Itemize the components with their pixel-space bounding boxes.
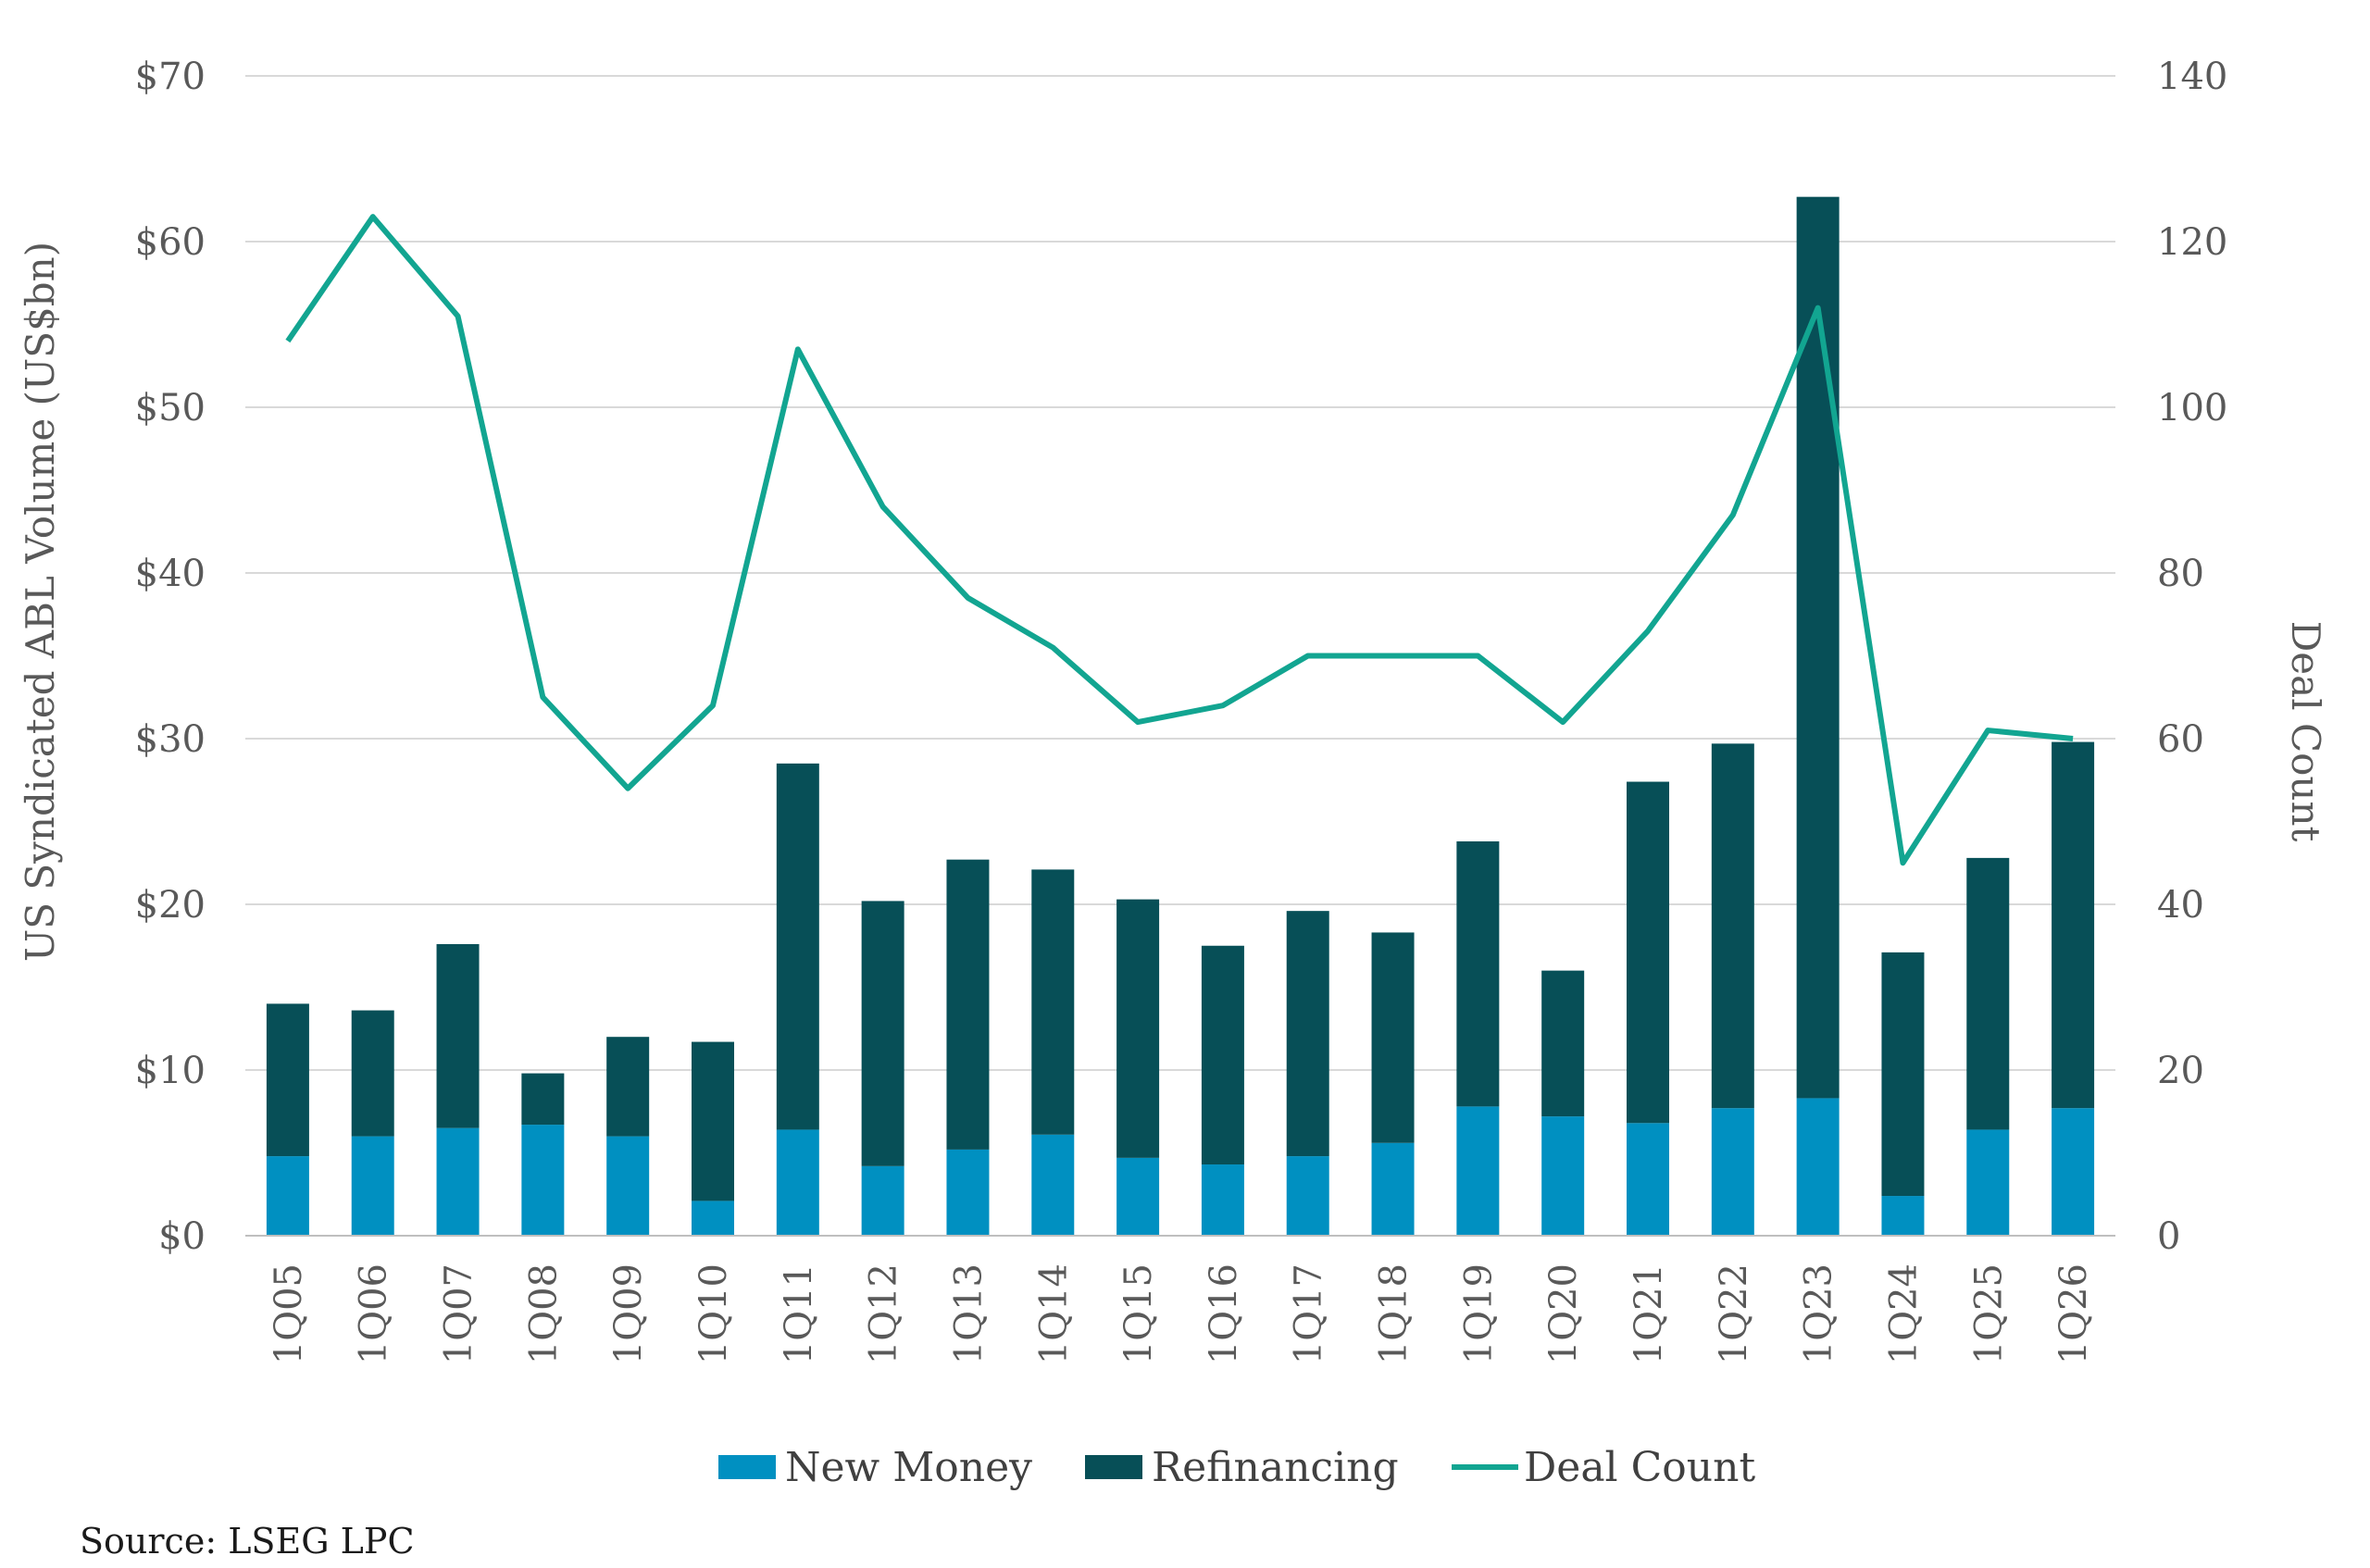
axes: $0 $10 $20 $30 $40 $50 $60 $70 0 20 40 60 80 100 120 14… [135,56,2228,1364]
x-tick-label: 1Q22 [1713,1263,1755,1364]
bar-new-money [1456,1106,1500,1236]
y-tick-label: $70 [135,56,206,98]
bar-new-money [1881,1196,1925,1236]
bar-new-money [2052,1108,2095,1236]
x-tick-label: 1Q18 [1373,1263,1416,1364]
y-tick-label: $20 [135,884,206,927]
bar-new-money [1116,1157,1160,1236]
bar-refinancing [1796,196,1840,1099]
x-tick-label: 1Q21 [1628,1263,1670,1364]
deal-count-line [285,214,2074,866]
bar-new-money [861,1165,904,1236]
bar-refinancing [606,1037,650,1137]
x-tick-label: 1Q24 [1882,1263,1925,1364]
y-tick-label: $10 [135,1050,206,1092]
y2-tick-label: 60 [2157,718,2204,761]
bar-new-money [351,1136,394,1236]
x-tick-label: 1Q23 [1798,1263,1840,1364]
x-tick-label: 1Q26 [2052,1263,2095,1364]
bar-new-money [436,1127,480,1236]
bar-new-money [1201,1164,1244,1236]
bar-refinancing [776,763,819,1130]
gridlines [245,75,2115,1237]
bar-refinancing [1456,840,1500,1107]
bar-refinancing [351,1010,394,1137]
bar-new-money [1371,1142,1415,1236]
bar-refinancing [1031,869,1075,1135]
y2-tick-label: 20 [2157,1050,2204,1092]
y-tick-label: $30 [135,718,206,761]
bar-refinancing [266,1003,309,1157]
legend-swatch-new-money [718,1455,776,1479]
y-tick-label: $60 [135,221,206,264]
x-tick-label: 1Q09 [607,1263,650,1364]
bar-new-money [946,1149,990,1236]
x-tick-label: 1Q19 [1457,1263,1500,1364]
x-tick-label: 1Q14 [1032,1263,1075,1364]
y2-tick-label: 80 [2157,553,2204,595]
bar-refinancing [436,943,480,1128]
y-axis-title: US Syndicated ABL Volume (US$bn) [18,242,63,962]
x-tick-label: 1Q16 [1203,1263,1245,1364]
x-tick-label: 1Q08 [522,1263,565,1364]
bar-refinancing [1286,911,1329,1157]
bar-refinancing [1966,857,2010,1130]
x-tick-label: 1Q25 [1967,1263,2010,1364]
bar-refinancing [1711,743,1754,1109]
bar-refinancing [2052,741,2095,1109]
bar-refinancing [946,859,990,1150]
bar-refinancing [692,1041,734,1201]
bar-new-money [1286,1156,1329,1236]
x-tick-label: 1Q12 [863,1263,905,1364]
legend-label-refinancing: Refinancing [1152,1444,1399,1491]
y-tick-label: $0 [158,1215,206,1258]
bar-new-money [692,1201,734,1236]
y2-tick-label: 0 [2157,1215,2180,1258]
legend-label-new-money: New Money [785,1444,1032,1491]
bar-new-money [1796,1098,1840,1236]
x-tick-label: 1Q11 [778,1263,820,1364]
bar-new-money [521,1125,565,1236]
x-tick-label: 1Q06 [353,1263,395,1364]
y2-tick-label: 120 [2157,221,2227,264]
bar-new-money [1711,1108,1754,1236]
legend-swatch-refinancing [1085,1455,1142,1479]
x-tick-label: 1Q07 [438,1263,480,1364]
y2-tick-label: 100 [2157,387,2227,429]
y2-tick-label: 140 [2157,56,2227,98]
bar-refinancing [1881,952,1925,1197]
legend-label-deal-count: Deal Count [1524,1444,1755,1491]
y-tick-label: $50 [135,387,206,429]
bar-new-money [1966,1129,2010,1236]
x-tick-label: 1Q05 [268,1263,310,1364]
bar-new-money [776,1129,819,1236]
deal-count-line-layer [285,214,2074,866]
x-tick-label: 1Q20 [1542,1263,1585,1364]
x-tick-label: 1Q15 [1117,1263,1160,1364]
x-tick-label: 1Q17 [1288,1263,1330,1364]
legend: New Money Refinancing Deal Count [718,1444,1755,1491]
x-tick-label: 1Q10 [692,1263,735,1364]
bar-refinancing [1201,945,1244,1165]
y-tick-label: $40 [135,553,206,595]
y2-axis-title: Deal Count [2283,621,2328,842]
bar-new-money [606,1136,650,1236]
bar-refinancing [861,901,904,1166]
bar-refinancing [1371,932,1415,1143]
bar-new-money [1541,1116,1585,1236]
bar-new-money [1627,1123,1669,1236]
x-tick-label: 1Q13 [947,1263,990,1364]
bar-refinancing [1541,970,1585,1117]
y2-tick-label: 40 [2157,884,2204,927]
bar-new-money [266,1156,309,1236]
bar-new-money [1031,1134,1075,1236]
bar-refinancing [521,1073,565,1126]
bar-refinancing [1116,899,1160,1158]
source-note: Source: LSEG LPC [80,1521,415,1562]
bar-refinancing [1627,781,1669,1124]
